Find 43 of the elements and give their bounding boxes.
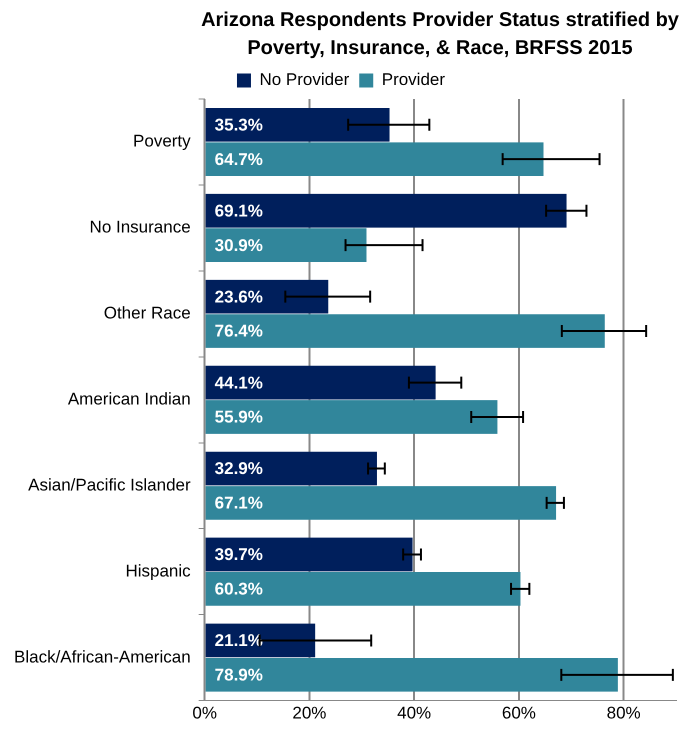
y-tick-label: Other Race bbox=[104, 304, 191, 323]
bar bbox=[206, 658, 618, 692]
y-tick-label: No Insurance bbox=[90, 218, 191, 237]
data-label: 76.4% bbox=[214, 322, 263, 341]
bar bbox=[206, 142, 544, 176]
bar bbox=[206, 400, 498, 434]
data-label: 67.1% bbox=[214, 494, 263, 513]
bar bbox=[206, 366, 436, 400]
bar bbox=[206, 194, 567, 228]
bar bbox=[206, 624, 316, 658]
data-label: 69.1% bbox=[214, 201, 263, 220]
data-label: 44.1% bbox=[214, 373, 263, 392]
bar bbox=[206, 572, 520, 606]
data-label: 32.9% bbox=[214, 459, 263, 478]
bar bbox=[206, 314, 605, 348]
data-label: 60.3% bbox=[214, 580, 263, 599]
chart-title: Arizona Respondents Provider Status stratified by Poverty, Insurance, & Race, BRFSS 2015 bbox=[200, 8, 680, 61]
y-tick-label: Asian/Pacific Islander bbox=[28, 475, 191, 494]
y-tick-label: Poverty bbox=[133, 132, 192, 151]
x-tick-label: 0% bbox=[192, 703, 217, 722]
data-label: 55.9% bbox=[214, 408, 263, 427]
bar bbox=[206, 486, 556, 520]
data-label: 64.7% bbox=[214, 150, 263, 169]
bar bbox=[206, 280, 328, 314]
legend-label: No Provider bbox=[259, 70, 350, 90]
x-tick-label: 40% bbox=[397, 703, 432, 722]
data-label: 78.9% bbox=[214, 666, 263, 685]
y-tick-label: Hispanic bbox=[125, 561, 192, 580]
bar bbox=[206, 538, 413, 572]
y-tick-label: Black/African-American bbox=[14, 647, 191, 666]
y-tick-label: American Indian bbox=[68, 389, 191, 408]
bar bbox=[206, 108, 390, 142]
x-tick-label: 80% bbox=[606, 703, 641, 722]
data-label: 21.1% bbox=[214, 631, 263, 650]
x-tick-label: 20% bbox=[292, 703, 326, 722]
bar bbox=[206, 228, 366, 262]
data-label: 23.6% bbox=[214, 287, 263, 306]
x-tick-label: 60% bbox=[502, 703, 536, 722]
legend-label: Provider bbox=[382, 70, 446, 90]
data-label: 39.7% bbox=[214, 545, 263, 564]
bar bbox=[206, 452, 377, 486]
data-label: 30.9% bbox=[214, 236, 263, 255]
data-label: 35.3% bbox=[214, 115, 263, 134]
